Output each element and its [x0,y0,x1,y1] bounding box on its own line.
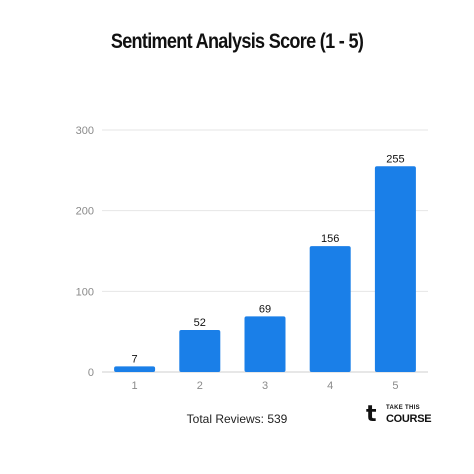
logo-main-text: COURSE [386,413,432,425]
logo-top-text: TAKE THIS [386,405,420,411]
y-tick-label: 0 [88,367,94,379]
bar [374,166,416,372]
bar [114,366,156,372]
bar [244,316,286,372]
x-tick-label: 4 [327,380,333,392]
y-tick-label: 200 [76,206,94,218]
bar-value-label: 156 [321,233,339,245]
take-this-course-logo: t TAKE THIS COURSE [366,402,436,428]
x-tick-label: 5 [392,380,398,392]
bar-value-label: 52 [194,317,206,329]
bar-value-label: 255 [386,153,404,165]
y-tick-label: 300 [76,125,94,137]
chart-title: Sentiment Analysis Score (1 - 5) [110,30,364,53]
x-tick-label: 1 [132,380,138,392]
bar [309,246,351,372]
x-tick-label: 2 [197,380,203,392]
bar-value-label: 69 [259,303,271,315]
bar [179,330,221,372]
x-tick-label: 3 [262,380,268,392]
bar-value-label: 7 [132,353,138,365]
total-reviews-label: Total Reviews: 539 [186,412,288,426]
y-tick-label: 100 [76,286,94,298]
logo-t-icon: t [366,402,377,427]
